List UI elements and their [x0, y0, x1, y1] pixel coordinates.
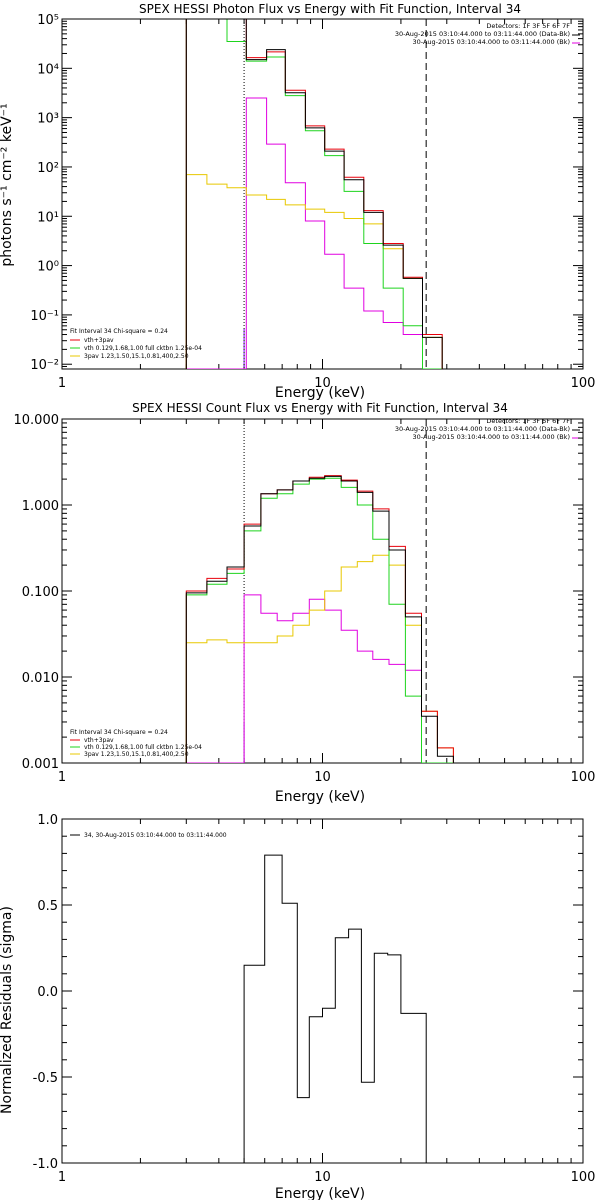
x-tick-label: 10	[314, 376, 331, 391]
legend-sum-label: vth+3pav	[84, 737, 114, 744]
x-axis-label: Energy (keV)	[275, 789, 365, 805]
legend-fit-label: Fit Interval 34 Chi-square = 0.24	[70, 328, 168, 335]
legend-sum-label: vth+3pav	[84, 337, 114, 344]
y-tick-label: 0.010	[22, 671, 59, 686]
data-histogram	[185, 19, 443, 369]
x-tick-label: 100	[571, 770, 596, 785]
background-histogram	[186, 97, 443, 369]
y-tick-label: 10⁴	[37, 62, 59, 77]
y-tick-label: 10⁻²	[30, 358, 59, 373]
axes-frame	[61, 818, 584, 1164]
spav-histogram	[185, 554, 454, 763]
y-tick-label: 10⁰	[37, 260, 59, 275]
plot-area-2: 1 10 100 -1.0 -0.5 0.0 0.5 1.0	[33, 813, 596, 1185]
x-tick-label: 1	[58, 376, 66, 391]
x-axis-label: Energy (keV)	[275, 385, 365, 401]
detectors-label: Detectors: 1F 3F 5F 6F 7F	[486, 417, 570, 425]
detectors-label: Detectors: 1F 3F 5F 6F 7F	[486, 22, 570, 30]
count-flux-panel: SPEX HESSI Count Flux vs Energy with Fit…	[70, 401, 580, 805]
y-tick-label: 10²	[37, 161, 59, 176]
y-tick-label: 0.001	[22, 757, 59, 772]
y-tick-label: 1.0	[37, 813, 58, 828]
time-label-bk: 30-Aug-2015 03:10:44.000 to 03:11:44.000…	[413, 38, 570, 46]
x-tick-label: 10	[314, 1170, 331, 1185]
fit-total-histogram	[185, 19, 443, 369]
y-tick-label: 10⁻¹	[30, 309, 59, 324]
residuals-panel: Energy (keV) Normalized Residuals (sigma…	[0, 832, 365, 1200]
time-label-bk: 30-Aug-2015 03:10:44.000 to 03:11:44.000…	[413, 433, 570, 441]
y-tick-label: -0.5	[33, 1071, 58, 1086]
plot-layer: 1 10 100 10⁻² 10⁻¹ 10⁰ 10¹ 10² 10³ 10⁴ 10⁵ 1 10 100 0.…	[14, 13, 596, 1185]
spav-histogram	[185, 174, 443, 369]
y-tick-label: 10¹	[37, 210, 59, 225]
vth-histogram	[185, 19, 443, 369]
x-tick-label: 1	[58, 770, 66, 785]
time-label-data: 30-Aug-2015 03:10:44.000 to 03:11:44.000…	[395, 30, 570, 38]
legend-vth-label: vth 0.129,1.68,1.00 full cktbn 1.25e-04	[84, 744, 202, 751]
x-tick-label: 100	[571, 376, 596, 391]
time-label-data: 30-Aug-2015 03:10:44.000 to 03:11:44.000…	[395, 425, 570, 433]
x-tick-label: 1	[58, 1170, 66, 1185]
y-axis-label: Normalized Residuals (sigma)	[0, 906, 15, 1114]
y-tick-label: 0.100	[22, 585, 59, 600]
x-tick-label: 10	[314, 770, 331, 785]
legend-residuals-label: 34, 30-Aug-2015 03:10:44.000 to 03:11:44…	[84, 832, 227, 839]
y-tick-label: 0.0	[37, 985, 58, 1000]
y-tick-label: 10.000	[14, 413, 60, 428]
y-tick-label: 1.000	[22, 499, 59, 514]
panel-title: SPEX HESSI Photon Flux vs Energy with Fi…	[139, 2, 521, 16]
legend-fit-label: Fit Interval 34 Chi-square = 0.24	[70, 729, 168, 736]
y-tick-label: 10⁵	[37, 13, 59, 28]
data-histogram	[185, 475, 454, 763]
panel-title: SPEX HESSI Count Flux vs Energy with Fit…	[132, 401, 508, 415]
legend-vth-label: vth 0.129,1.68,1.00 full cktbn 1.25e-04	[84, 345, 202, 352]
vth-histogram	[185, 477, 454, 763]
legend-spav-label: 3pav 1.23,1.50,15.1,0.81,400,2.50	[84, 751, 189, 758]
legend-spav-label: 3pav 1.23,1.50,15.1,0.81,400,2.50	[84, 353, 189, 360]
x-axis-label: Energy (keV)	[275, 1186, 365, 1200]
axes-frame	[61, 18, 584, 370]
plot-area-0: 1 10 100 10⁻² 10⁻¹ 10⁰ 10¹ 10² 10³ 10⁴ 10⁵	[30, 13, 595, 391]
y-tick-label: 10³	[37, 112, 59, 127]
axes-frame	[61, 418, 584, 764]
y-tick-label: -1.0	[33, 1157, 58, 1172]
fit-total-histogram	[185, 475, 454, 763]
y-tick-label: 0.5	[37, 899, 58, 914]
residuals-histogram	[243, 854, 427, 1163]
background-histogram	[186, 594, 454, 763]
y-axis-label: photons s⁻¹ cm⁻² keV⁻¹	[0, 103, 15, 266]
photon-flux-panel: SPEX HESSI Photon Flux vs Energy with Fi…	[0, 2, 580, 401]
x-tick-label: 100	[571, 1170, 596, 1185]
plot-area-1: 1 10 100 0.001 0.010 0.100 1.000 10.000	[14, 413, 596, 785]
